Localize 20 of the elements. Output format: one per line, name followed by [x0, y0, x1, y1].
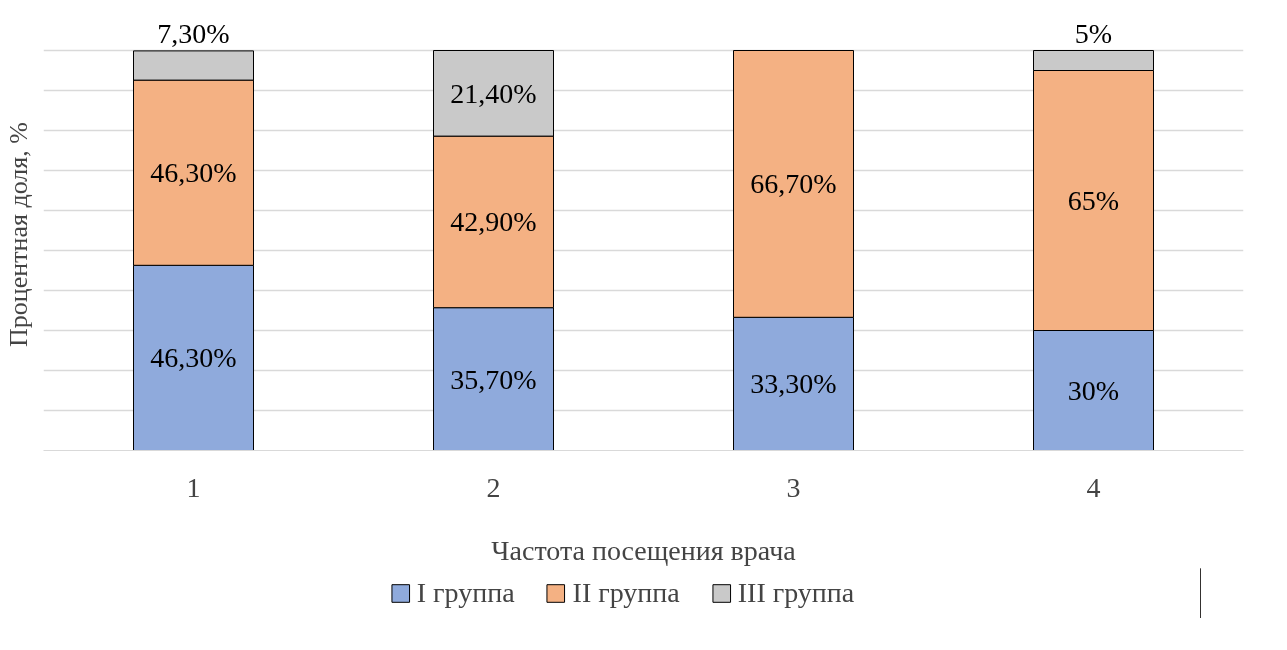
data-label: 46,30%	[150, 342, 237, 374]
x-tick-label: 3	[786, 471, 801, 503]
data-label: 65%	[1067, 185, 1120, 216]
data-label: 7,30%	[157, 17, 230, 49]
legend-label: II группа	[572, 577, 680, 609]
data-label: 33,30%	[750, 368, 837, 400]
data-label: 30%	[1067, 375, 1120, 406]
x-tick-label: 1	[186, 471, 201, 503]
data-label: 42,90%	[450, 206, 537, 238]
data-label: 5%	[1074, 17, 1113, 49]
x-tick-label: 4	[1086, 471, 1101, 503]
x-tick-label: 2	[486, 471, 501, 503]
legend-label: III группа	[737, 577, 855, 609]
data-label: 21,40%	[450, 77, 537, 109]
x-axis-title: Частота посещения врача	[491, 534, 797, 566]
data-label: 35,70%	[450, 363, 537, 395]
data-label: 46,30%	[150, 157, 237, 189]
y-axis-title: Процентная доля, %	[3, 122, 33, 347]
legend-label: I группа	[416, 577, 515, 609]
data-label: 66,70%	[750, 168, 837, 200]
